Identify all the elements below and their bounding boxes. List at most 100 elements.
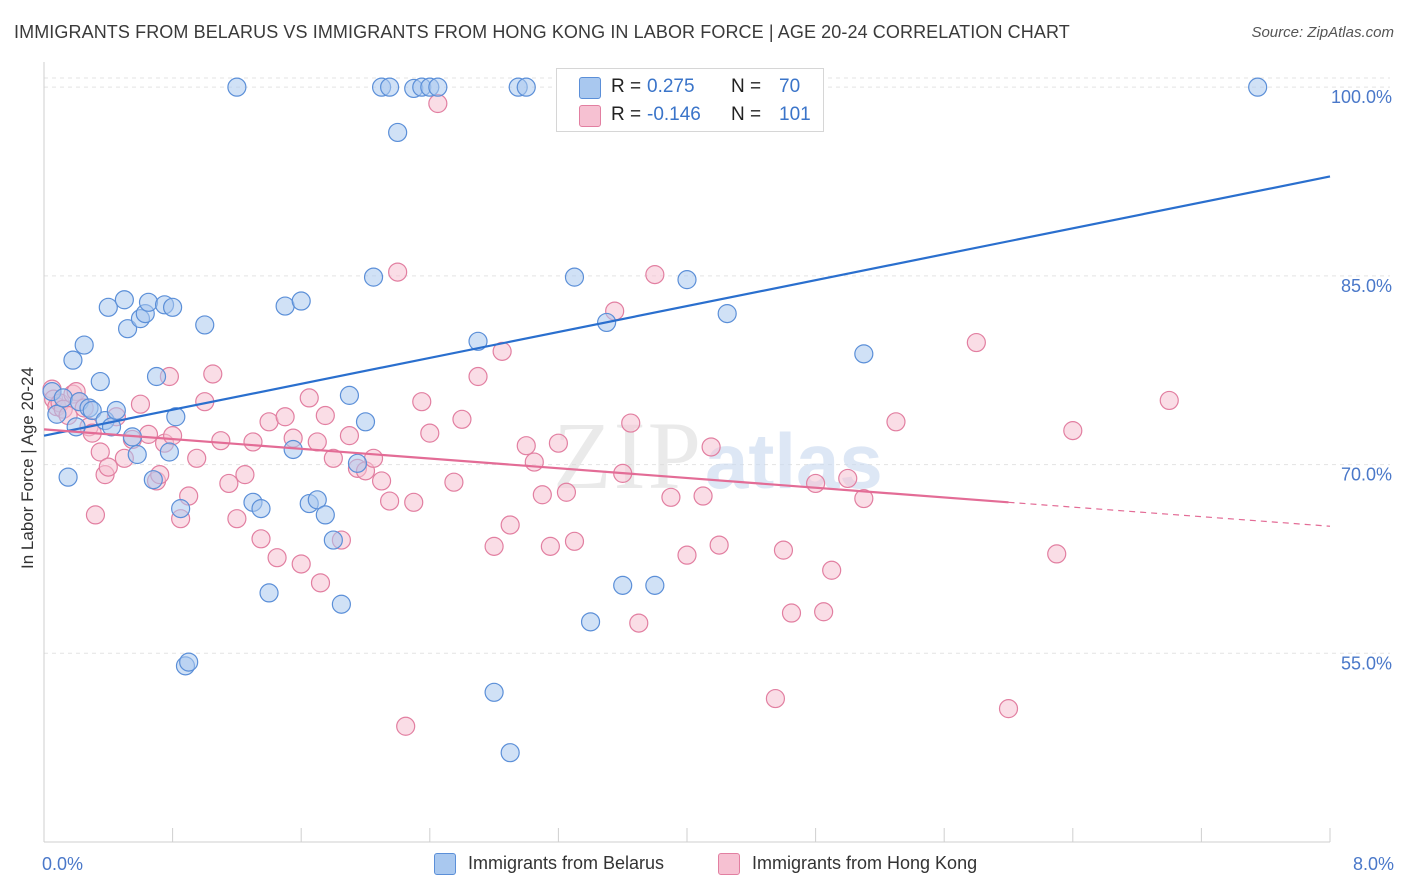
bottom-legend-swatch-belarus: [434, 853, 456, 875]
hong-kong-point: [275, 407, 295, 427]
hong-kong-point: [773, 540, 794, 560]
hong-kong-point: [98, 457, 118, 477]
trendline-belarus: [43, 175, 1331, 437]
trendline-hong-kong-extrapolated: [1008, 501, 1331, 527]
hong-kong-point: [363, 448, 384, 468]
hong-kong-point: [243, 432, 263, 452]
hong-kong-point: [822, 560, 842, 580]
hong-kong-point: [310, 573, 331, 593]
belarus-point: [645, 575, 665, 595]
hong-kong-point: [163, 426, 183, 446]
belarus-point: [117, 319, 138, 339]
belarus-point: [388, 122, 408, 143]
belarus-point: [516, 77, 536, 97]
hong-kong-point: [404, 492, 424, 512]
belarus-point: [428, 77, 448, 97]
axis-layer: [43, 62, 1331, 843]
belarus-point: [179, 652, 199, 672]
belarus-point: [564, 267, 585, 287]
bottom-legend-label: Immigrants from Hong Kong: [752, 853, 978, 873]
hong-kong-point: [85, 505, 106, 525]
belarus-point: [1248, 77, 1268, 97]
belarus-point: [613, 575, 633, 595]
hong-kong-point: [805, 473, 826, 494]
hong-kong-point: [540, 536, 560, 556]
belarus-point: [307, 490, 327, 510]
belarus-point: [339, 385, 360, 405]
hong-kong-point: [187, 448, 207, 468]
hong-kong-point: [428, 93, 448, 114]
hong-kong-point: [315, 405, 335, 426]
belarus-point: [106, 400, 126, 421]
legend-r-label: R =: [611, 76, 642, 97]
stats-legend: R = 0.275 N = 70 R = -0.146 N = 101: [556, 68, 824, 132]
belarus-point: [484, 682, 504, 702]
hong-kong-point: [765, 688, 786, 709]
hong-kong-point: [388, 262, 408, 282]
legend-r-value: 0.275: [647, 76, 695, 97]
hong-kong-point: [339, 426, 360, 446]
belarus-point: [166, 407, 186, 427]
hong-kong-point: [227, 509, 247, 529]
belarus-point: [58, 467, 78, 487]
legend-r-label: R =: [611, 104, 642, 125]
hong-kong-point: [468, 366, 488, 387]
belarus-point: [74, 335, 94, 355]
hong-kong-point: [564, 531, 585, 551]
belarus-point: [363, 267, 384, 287]
hong-kong-point: [886, 412, 906, 432]
belarus-point: [98, 297, 118, 317]
belarus-point: [53, 388, 73, 408]
bottom-legend-swatch-hong-kong: [718, 853, 740, 875]
hong-kong-point: [259, 412, 279, 432]
hong-kong-point: [516, 436, 536, 456]
belarus-point: [291, 291, 311, 311]
hong-kong-point: [396, 716, 416, 736]
hong-kong-point: [1047, 544, 1067, 564]
hong-kong-point: [444, 472, 464, 492]
hong-kong-point: [814, 602, 834, 622]
hong-kong-point: [532, 485, 552, 505]
hong-kong-point: [1159, 390, 1179, 411]
hong-kong-point: [966, 332, 986, 353]
bottom-legend-label: Immigrants from Belarus: [468, 853, 665, 873]
legend-swatch-belarus: [579, 77, 601, 99]
belarus-point: [275, 296, 295, 316]
hong-kong-point: [781, 603, 802, 623]
hong-kong-point: [556, 482, 577, 502]
hong-kong-point: [203, 364, 223, 384]
belarus-point: [114, 290, 134, 310]
x-tick-label: 8.0%: [1353, 854, 1394, 874]
y-tick-label: 70.0%: [1341, 465, 1392, 485]
legend-swatch-hong-kong: [579, 105, 601, 127]
hong-kong-point: [267, 548, 287, 568]
hong-kong-point: [701, 437, 721, 457]
hong-kong-point: [130, 394, 151, 414]
hong-kong-point: [90, 442, 110, 462]
hong-kong-point: [323, 448, 343, 468]
hong-kong-point: [138, 424, 159, 444]
belarus-point: [347, 453, 368, 473]
belarus-point: [227, 77, 247, 97]
hong-kong-point: [693, 486, 713, 506]
belarus-point: [159, 442, 179, 462]
belarus-point: [82, 400, 102, 421]
hong-kong-point: [307, 432, 327, 452]
chart-title: IMMIGRANTS FROM BELARUS VS IMMIGRANTS FR…: [14, 22, 1070, 42]
hong-kong-point: [235, 465, 255, 485]
source-label: Source: ZipAtlas.com: [1251, 24, 1394, 41]
belarus-point: [677, 270, 697, 290]
belarus-point: [323, 530, 343, 550]
hong-kong-point: [661, 487, 681, 507]
belarus-point: [468, 331, 488, 351]
y-axis-label: In Labor Force | Age 20-24: [18, 367, 37, 569]
hong-kong-point: [251, 529, 271, 549]
grid-layer: [44, 77, 1390, 654]
belarus-point: [146, 366, 167, 387]
legend-n-value: 70: [779, 76, 801, 97]
trend-layer: [43, 175, 1331, 527]
hong-kong-point: [524, 452, 544, 472]
belarus-point: [259, 583, 279, 603]
hong-kong-point: [548, 433, 569, 453]
